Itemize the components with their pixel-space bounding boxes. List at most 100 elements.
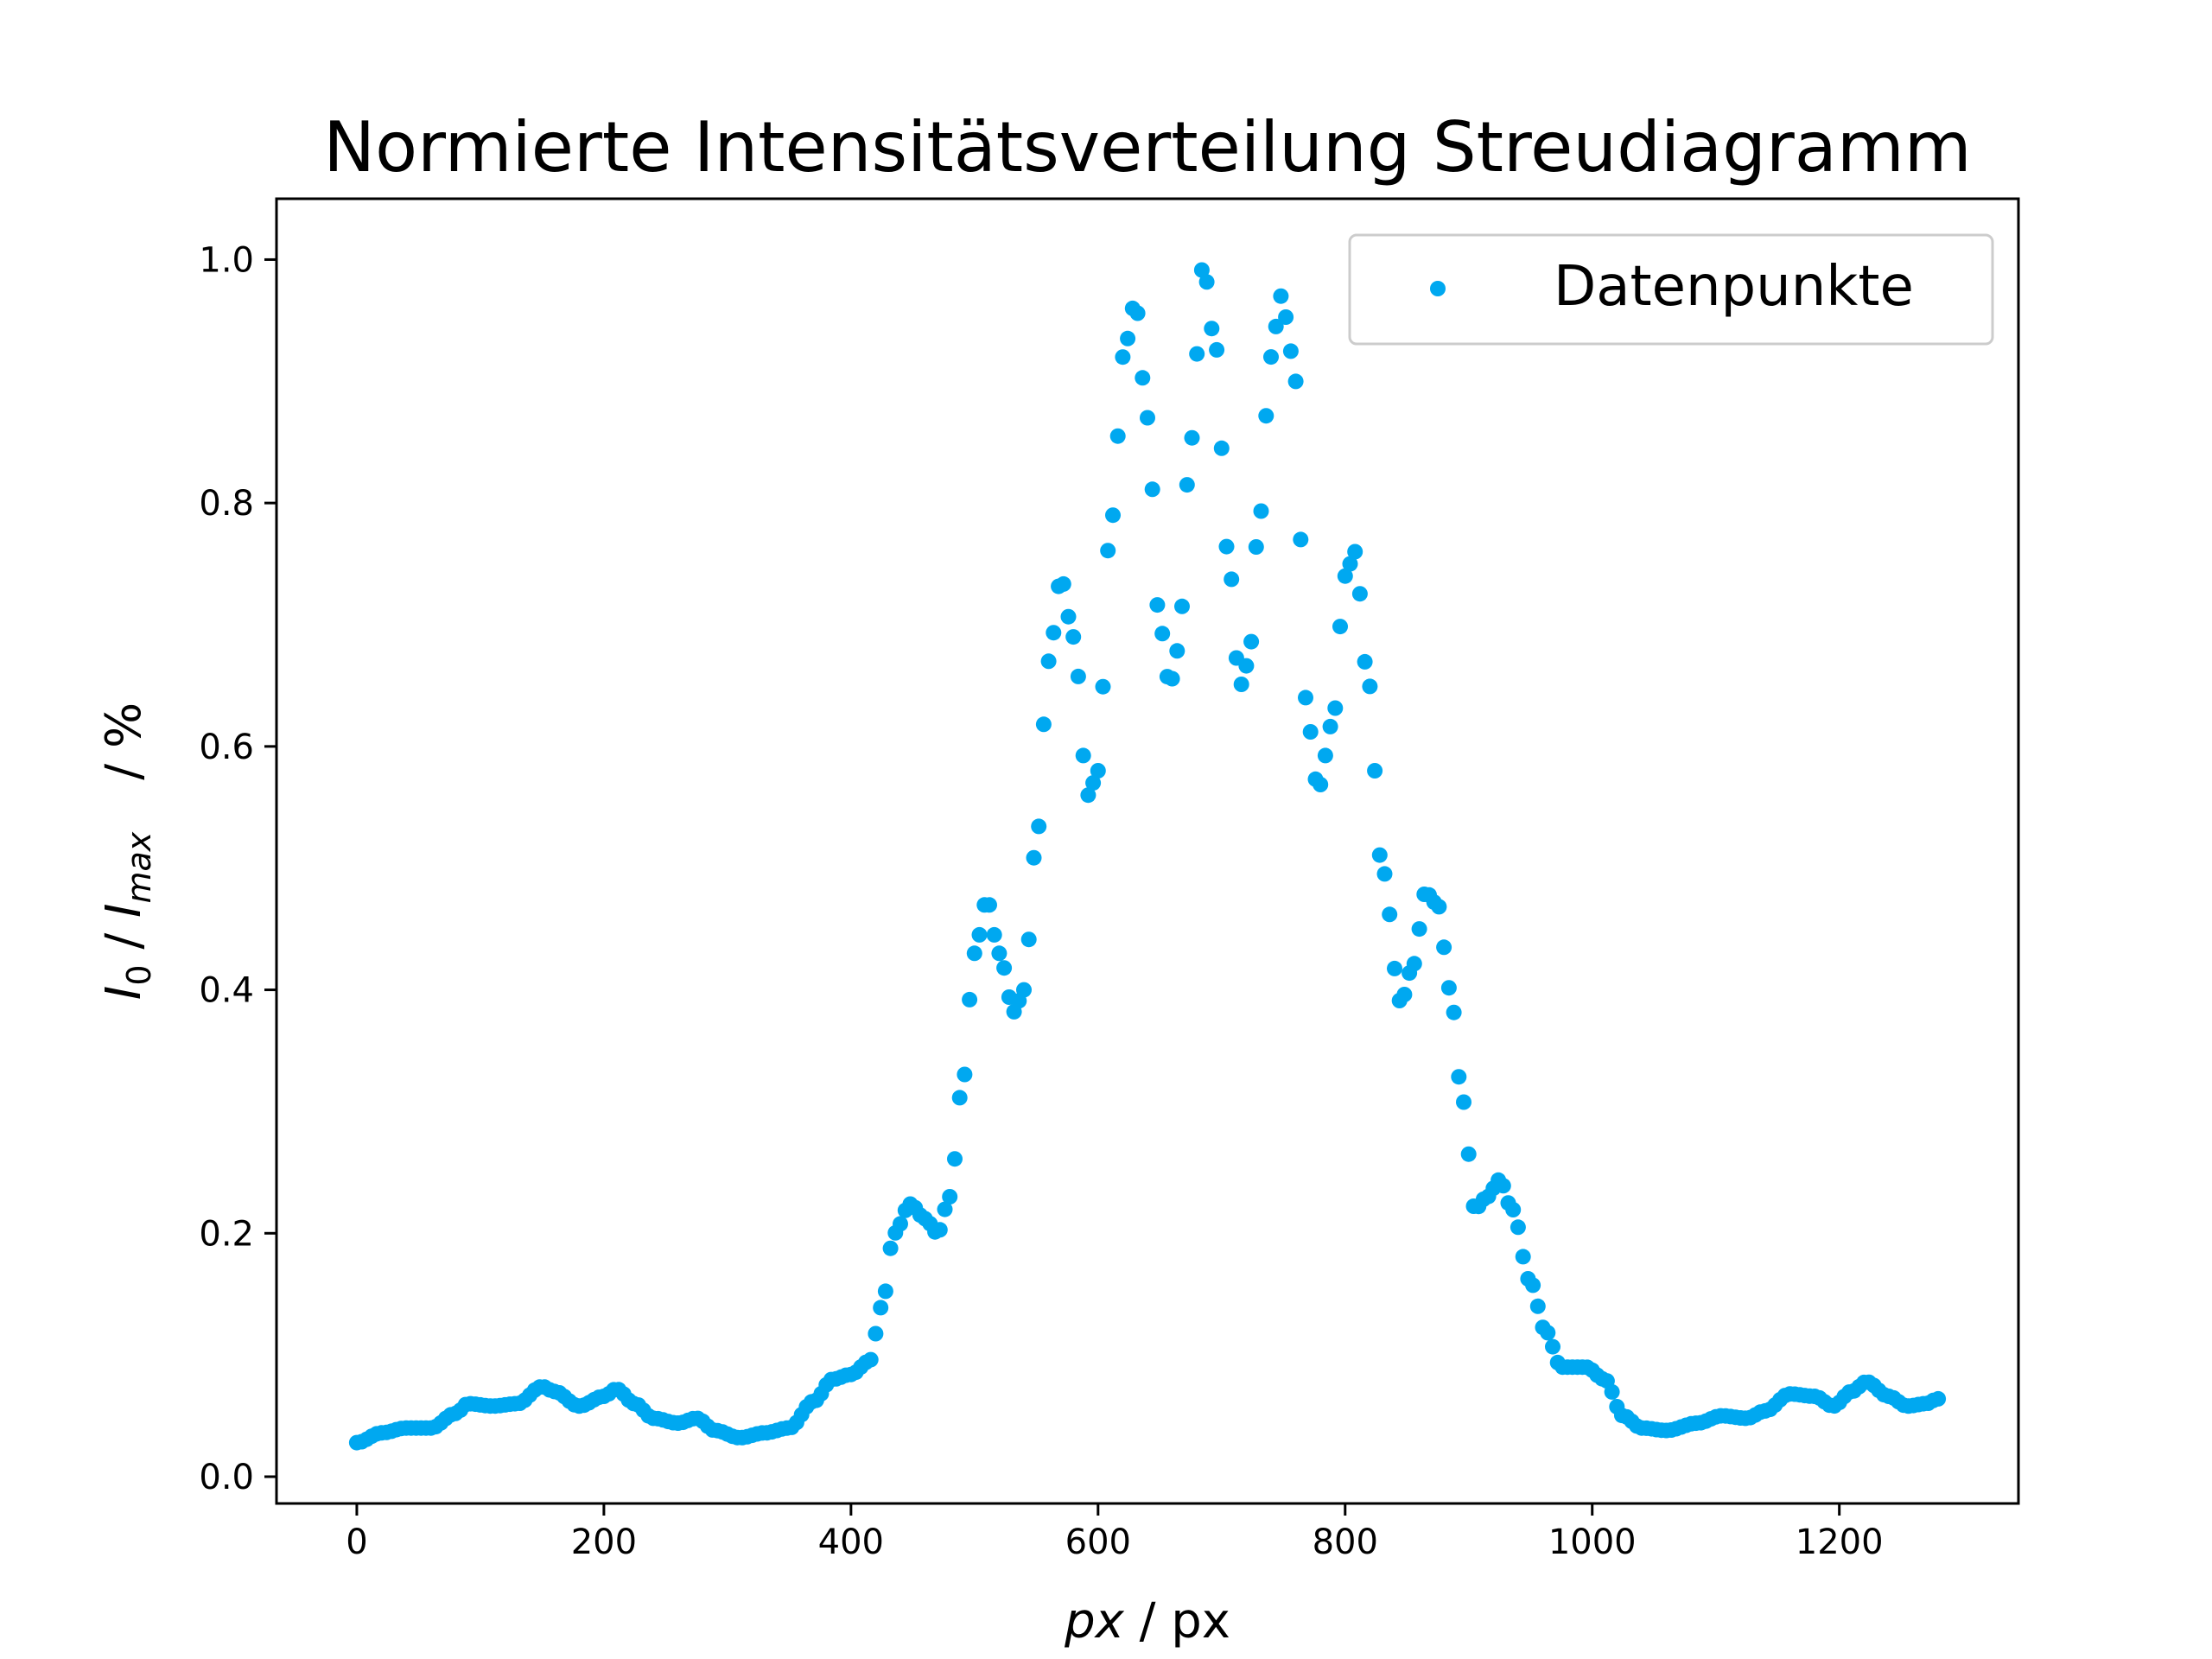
data-point	[1189, 346, 1205, 362]
y-tick-label: 0.4	[199, 971, 254, 1011]
legend: Datenpunkte	[1348, 233, 1994, 346]
data-point	[882, 1240, 899, 1256]
data-point	[1213, 440, 1230, 456]
data-point	[1302, 724, 1319, 740]
y-tick-label: 0.8	[199, 484, 254, 524]
data-points	[348, 262, 1947, 1451]
data-point	[971, 926, 988, 943]
data-point	[868, 1325, 884, 1342]
x-tick-label: 200	[571, 1522, 637, 1562]
data-point	[1209, 341, 1225, 358]
x-tick-label: 800	[1313, 1522, 1378, 1562]
data-point	[1440, 980, 1457, 996]
data-point	[1387, 960, 1402, 976]
data-point	[1238, 658, 1255, 674]
x-axis-label: px / px	[1064, 1593, 1230, 1649]
y-tick-label: 0.2	[199, 1214, 254, 1254]
data-point	[1382, 906, 1398, 923]
x-tick-label: 600	[1065, 1522, 1131, 1562]
data-point	[1169, 643, 1185, 659]
data-point	[1313, 777, 1329, 792]
data-point	[957, 1066, 973, 1083]
data-point	[1327, 700, 1344, 716]
data-point	[1080, 787, 1096, 804]
data-point	[1075, 747, 1091, 764]
data-point	[1282, 343, 1299, 359]
y-axis-label: I0 / Imax/ %	[96, 702, 158, 1000]
data-point	[1218, 538, 1235, 555]
data-point	[1026, 849, 1042, 866]
legend-marker	[1430, 281, 1446, 296]
data-point	[1085, 775, 1102, 791]
data-point	[1545, 1338, 1560, 1355]
data-point	[1020, 931, 1037, 948]
data-point	[1070, 668, 1086, 684]
data-point	[1515, 1249, 1531, 1265]
data-point	[996, 960, 1013, 976]
data-point	[1184, 429, 1200, 446]
data-point	[1204, 321, 1220, 337]
data-point	[1065, 629, 1082, 645]
data-point	[1451, 1069, 1467, 1085]
data-point	[1460, 1146, 1477, 1162]
data-point	[931, 1222, 948, 1238]
data-point	[1371, 847, 1388, 863]
data-point	[1035, 716, 1052, 733]
y-tick-label: 0.6	[199, 728, 254, 767]
data-point	[1317, 747, 1333, 764]
data-point	[962, 991, 978, 1007]
x-axis-ticks: 0 200 400 600 800 1000 1200	[346, 1503, 1884, 1562]
data-point	[1411, 921, 1427, 938]
data-point	[1040, 653, 1057, 670]
data-point	[1268, 318, 1284, 334]
data-point	[1174, 598, 1190, 614]
data-point	[1505, 1202, 1522, 1217]
data-point	[947, 1151, 963, 1167]
data-point	[1248, 539, 1264, 555]
x-tick-label: 1000	[1548, 1522, 1637, 1562]
chart-title: Normierte Intensitätsverteilung Streudia…	[323, 107, 1971, 188]
legend-box	[1348, 233, 1994, 346]
data-point	[982, 897, 997, 913]
x-tick-label: 400	[818, 1522, 884, 1562]
data-point	[1154, 626, 1171, 642]
data-point	[1342, 556, 1358, 572]
data-point	[1446, 1004, 1462, 1020]
data-point	[1298, 690, 1313, 706]
data-point	[1031, 818, 1047, 835]
data-point	[1109, 428, 1126, 444]
data-point	[1149, 597, 1166, 613]
data-point	[991, 945, 1007, 962]
data-point	[1406, 956, 1422, 972]
data-point	[1233, 677, 1249, 692]
data-point	[1090, 763, 1106, 779]
data-point	[1510, 1219, 1526, 1236]
data-point	[1322, 718, 1338, 734]
data-point	[1253, 503, 1269, 519]
data-point	[1120, 330, 1136, 346]
data-point	[862, 1351, 879, 1368]
data-point	[1224, 571, 1240, 588]
data-point	[1604, 1383, 1620, 1400]
data-point	[1135, 370, 1151, 386]
data-point	[942, 1189, 958, 1205]
y-tick-label: 1.0	[199, 240, 254, 280]
data-point	[1293, 531, 1309, 548]
data-point	[1332, 619, 1348, 635]
data-point	[1495, 1178, 1511, 1194]
data-point	[1164, 671, 1180, 687]
data-point	[1100, 543, 1116, 559]
legend-label: Datenpunkte	[1554, 255, 1914, 319]
svg-text:I0 / Imax/ %: I0 / Imax/ %	[96, 702, 158, 1000]
data-point	[1362, 678, 1378, 695]
data-point	[1046, 625, 1062, 641]
data-point	[877, 1283, 893, 1300]
data-point	[1278, 309, 1294, 325]
data-point	[1016, 982, 1032, 998]
data-point	[1060, 608, 1077, 625]
data-point	[1431, 899, 1447, 915]
data-point	[1115, 349, 1131, 365]
data-point	[1367, 763, 1383, 779]
data-point	[1263, 349, 1279, 365]
